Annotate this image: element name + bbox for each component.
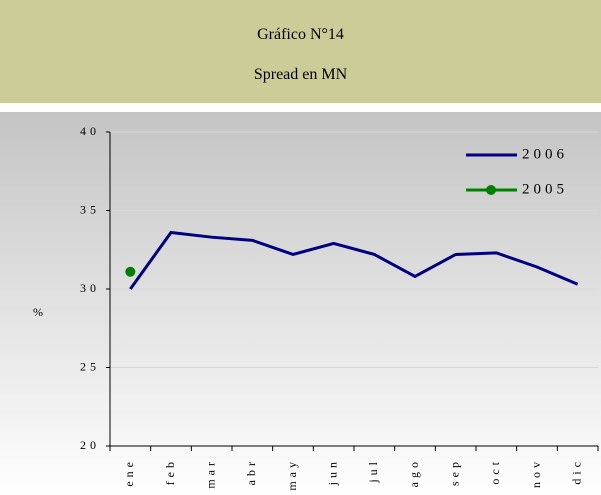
y-tick-label: 40 — [80, 124, 100, 138]
series-marker — [125, 266, 136, 277]
x-tick-label: jul — [366, 458, 380, 484]
header-subtitle: Spread en MN — [253, 66, 348, 83]
y-tick-label: 30 — [80, 281, 100, 295]
chart: % 20 25 30 35 40 ene feb mar abr may jun jul ago sep o… — [0, 112, 601, 495]
x-tick-label: oct — [488, 458, 502, 485]
x-tick-label: may — [285, 458, 299, 491]
legend-label: 2006 — [522, 146, 568, 162]
x-tick-label: abr — [244, 458, 258, 485]
x-tick-label: sep — [447, 458, 461, 486]
x-tick-label: ene — [122, 458, 136, 487]
series-line — [129, 230, 579, 290]
header: Gráfico N°14 Spread en MN — [0, 0, 601, 103]
y-axis-label: % — [33, 305, 43, 319]
x-tick-label: ago — [407, 458, 421, 487]
header-title: Gráfico N°14 — [257, 26, 344, 43]
x-tick-label: nov — [529, 458, 543, 488]
legend-label: 2005 — [522, 181, 568, 197]
y-tick-label: 20 — [80, 438, 100, 452]
x-tick-label: jun — [325, 458, 339, 486]
x-tick-label: feb — [163, 458, 177, 485]
x-tick-label: dic — [569, 458, 583, 485]
legend-marker — [486, 185, 496, 195]
chart-background — [0, 112, 601, 495]
x-tick-label: mar — [203, 458, 217, 489]
y-tick-label: 35 — [80, 202, 100, 216]
y-tick-label: 25 — [80, 359, 100, 373]
